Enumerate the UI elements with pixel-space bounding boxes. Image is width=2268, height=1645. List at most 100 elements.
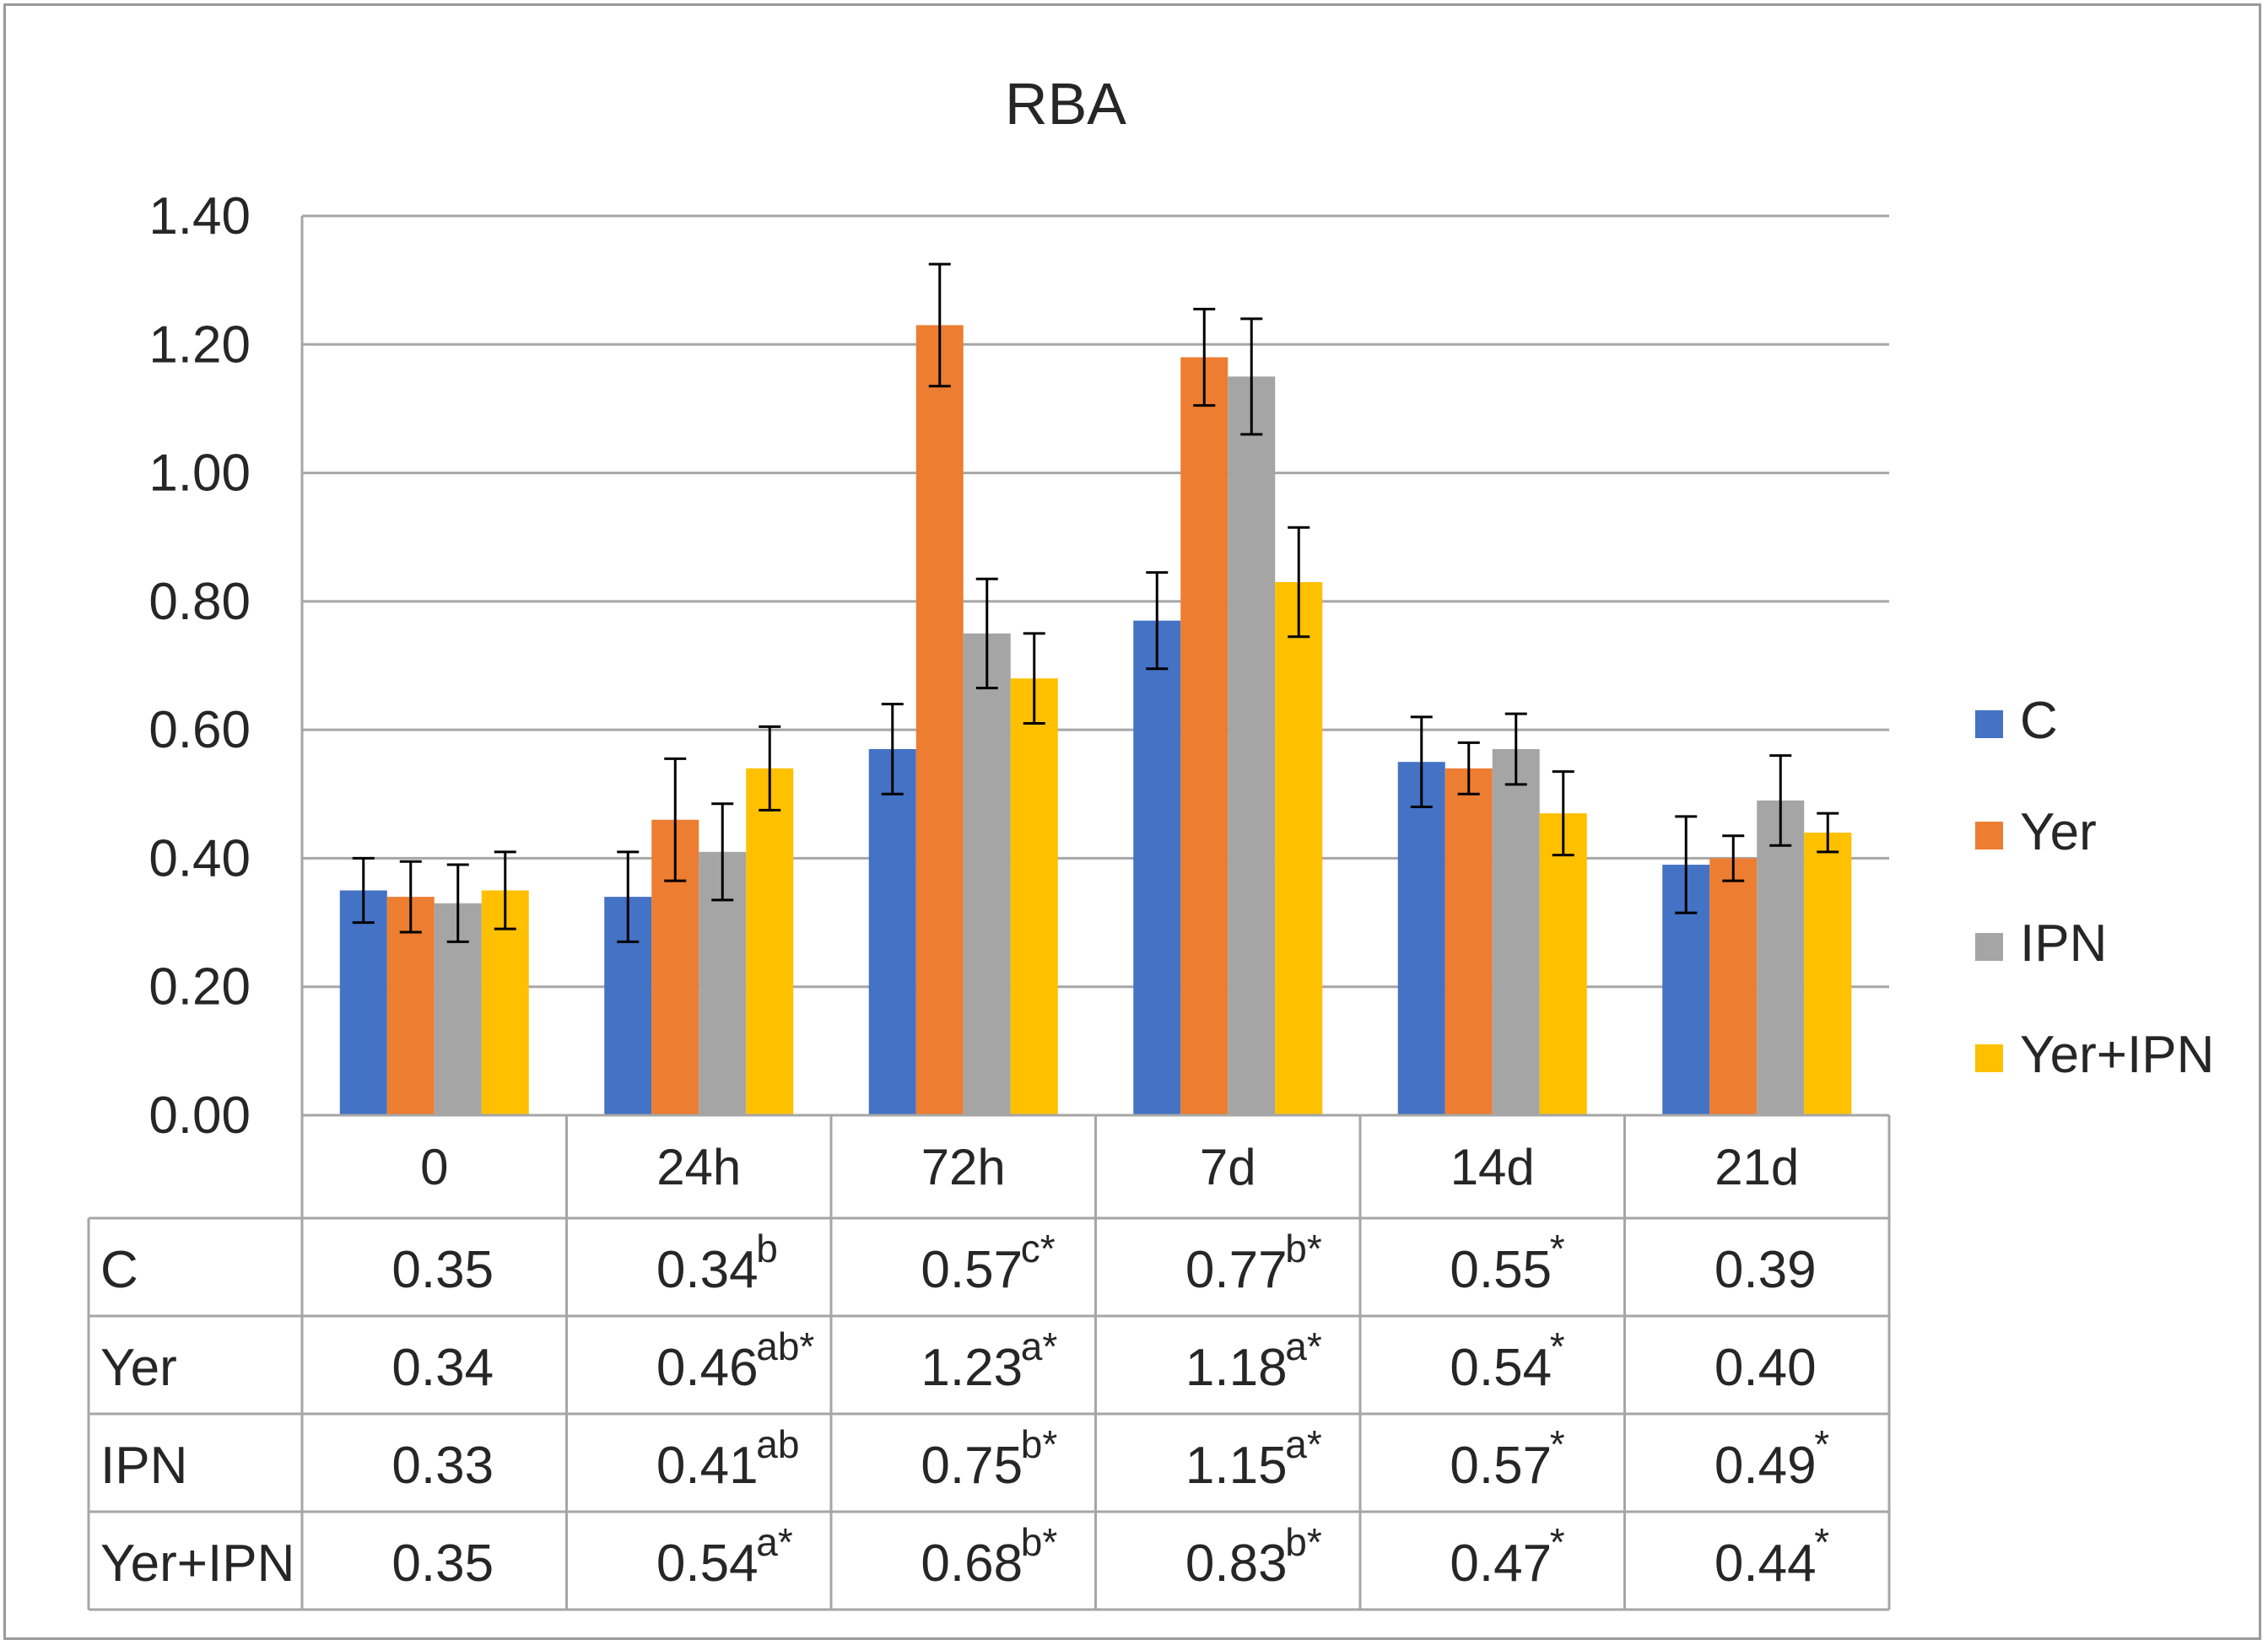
cell-significance-mark: ab (756, 1422, 799, 1466)
table-row-label: Yer (100, 1339, 177, 1397)
cell-significance-mark: a* (1021, 1324, 1058, 1368)
cell-value: 0.57 (921, 1241, 1023, 1299)
bar-C-7d (1133, 620, 1181, 1115)
cell-significance-mark: b (756, 1227, 778, 1270)
legend-label-C: C (2020, 692, 2058, 750)
legend-item-C: C (1975, 692, 2058, 750)
cell-value: 0.49 (1714, 1437, 1817, 1495)
cell-significance-mark: a* (756, 1520, 793, 1564)
table-cell-Yer+IPN-7d: 0.83b* (1185, 1520, 1322, 1593)
legend-label-Yer+IPN: Yer+IPN (2020, 1026, 2214, 1084)
table-cell-Yer-14d: 0.54* (1450, 1324, 1564, 1397)
error-bar-Yer+IPN-72h (1023, 632, 1045, 725)
cell-significance-mark: * (1550, 1520, 1565, 1564)
x-category-label-72h: 72h (921, 1139, 1006, 1195)
error-bars (352, 262, 1839, 943)
cell-significance-mark: * (1814, 1520, 1829, 1564)
cell-value: 1.18 (1185, 1339, 1288, 1397)
table-row-C: C 0.35 0.34b 0.57c* 0.77b* 0.55* 0.39 (100, 1227, 1817, 1299)
bar-Yer+IPN-14d (1539, 813, 1587, 1115)
bar-Yer+IPN-24h (746, 768, 794, 1115)
cell-value: 1.15 (1185, 1437, 1288, 1495)
error-bar-IPN-21d (1769, 754, 1792, 847)
legend-swatch-C (1975, 710, 2003, 738)
table-cell-Yer+IPN-14d: 0.47* (1450, 1520, 1564, 1593)
cell-value: 0.83 (1185, 1534, 1288, 1593)
cell-value: 1.23 (921, 1339, 1023, 1397)
error-bar-Yer+IPN-0 (494, 850, 516, 930)
error-bar-Yer-14d (1457, 741, 1480, 796)
legend-swatch-Yer+IPN (1975, 1044, 2003, 1072)
error-bar-Yer+IPN-14d (1552, 770, 1574, 857)
y-tick-label-1.20: 1.20 (148, 316, 251, 374)
bar-Yer+IPN-21d (1804, 832, 1852, 1115)
table-row-label: Yer+IPN (100, 1534, 294, 1593)
error-bar-IPN-24h (711, 802, 734, 902)
legend-item-Yer+IPN: Yer+IPN (1975, 1026, 2214, 1084)
error-bar-C-0 (352, 856, 375, 925)
bar-Yer+IPN-72h (1010, 678, 1058, 1115)
bar-IPN-21d (1757, 800, 1805, 1115)
bar-Yer+IPN-7d (1275, 582, 1323, 1115)
table-cell-C-0: 0.35 (392, 1241, 494, 1299)
table-cell-Yer-21d: 0.40 (1714, 1339, 1817, 1397)
error-bar-IPN-14d (1504, 712, 1527, 786)
table-cell-Yer+IPN-24h: 0.54a* (656, 1520, 793, 1593)
bar-IPN-14d (1492, 748, 1540, 1115)
table-cell-IPN-14d: 0.57* (1450, 1422, 1564, 1495)
cell-value: 0.41 (656, 1437, 759, 1495)
cell-value: 0.34 (392, 1339, 494, 1397)
cell-value: 0.54 (1450, 1339, 1552, 1397)
table-cell-Yer+IPN-72h: 0.68b* (921, 1520, 1057, 1593)
bar-IPN-72h (963, 633, 1011, 1115)
y-tick-label-0.80: 0.80 (148, 573, 251, 631)
table-cell-Yer+IPN-21d: 0.44* (1714, 1520, 1829, 1593)
x-category-label-7d: 7d (1200, 1139, 1256, 1195)
cell-significance-mark: b* (1285, 1520, 1322, 1564)
bars (339, 325, 1852, 1115)
bar-Yer-7d (1180, 357, 1228, 1115)
bar-Yer-21d (1709, 858, 1758, 1115)
bar-Yer-14d (1444, 768, 1493, 1115)
table-cell-C-24h: 0.34b (656, 1227, 778, 1299)
cell-value: 0.75 (921, 1437, 1023, 1495)
table-cell-IPN-7d: 1.15a* (1185, 1422, 1322, 1495)
cell-value: 0.57 (1450, 1437, 1552, 1495)
table-cell-C-21d: 0.39 (1714, 1241, 1817, 1299)
error-bar-C-7d (1146, 571, 1169, 671)
cell-significance-mark: * (1550, 1324, 1565, 1368)
x-category-label-0: 0 (420, 1139, 448, 1195)
table-cell-Yer+IPN-0: 0.35 (392, 1534, 494, 1593)
legend-label-Yer: Yer (2020, 803, 2097, 861)
cell-value: 0.68 (921, 1534, 1023, 1593)
y-tick-label-1.40: 1.40 (148, 187, 251, 245)
chart-frame: RBA 0.00 0.20 0.40 0.60 0.80 1.00 1.20 1.40 0 24… (3, 3, 2261, 1640)
cell-value: 0.47 (1450, 1534, 1552, 1593)
legend: C Yer IPN Yer+IPN (1975, 692, 2214, 1084)
bar-IPN-7d (1228, 376, 1276, 1115)
error-bar-Yer-24h (664, 757, 687, 882)
legend-item-IPN: IPN (1975, 914, 2107, 973)
error-bar-IPN-7d (1240, 317, 1263, 436)
table-cell-IPN-72h: 0.75b* (921, 1422, 1057, 1495)
cell-value: 0.34 (656, 1241, 759, 1299)
table-cell-Yer-7d: 1.18a* (1185, 1324, 1322, 1397)
table-cell-Yer-0: 0.34 (392, 1339, 494, 1397)
error-bar-Yer-21d (1722, 834, 1745, 882)
x-category-label-24h: 24h (656, 1139, 741, 1195)
cell-significance-mark: b* (1021, 1422, 1058, 1466)
cell-significance-mark: b* (1021, 1520, 1058, 1564)
error-bar-Yer+IPN-24h (759, 725, 781, 812)
error-bar-Yer-7d (1193, 307, 1216, 407)
bar-C-0 (339, 890, 387, 1115)
legend-item-Yer: Yer (1975, 803, 2097, 861)
gridlines (302, 214, 1889, 1117)
cell-significance-mark: b* (1285, 1227, 1322, 1270)
cell-value: 0.35 (392, 1534, 494, 1593)
y-tick-label-0.20: 0.20 (148, 958, 251, 1017)
cell-value: 0.55 (1450, 1241, 1552, 1299)
error-bar-C-24h (617, 850, 640, 943)
table-cell-IPN-21d: 0.49* (1714, 1422, 1829, 1495)
error-bar-Yer+IPN-21d (1817, 812, 1839, 854)
cell-significance-mark: a* (1285, 1422, 1322, 1466)
